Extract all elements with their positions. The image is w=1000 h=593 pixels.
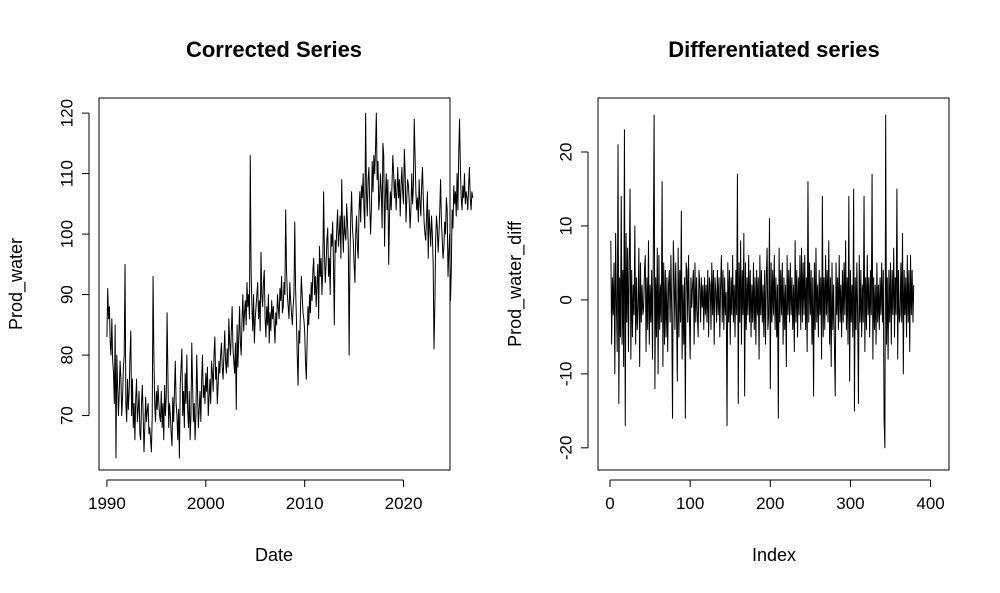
series-line: [106, 112, 474, 459]
x-tick-label: 0: [605, 494, 614, 513]
plot-frame: [597, 97, 950, 471]
y-tick-label: 70: [58, 406, 77, 425]
x-tick-label: 300: [836, 494, 864, 513]
x-tick-label: 200: [756, 494, 784, 513]
y-axis: 70 80 90 100 110 120: [58, 99, 90, 425]
x-tick-label: 2010: [286, 494, 324, 513]
x-tick-label: 2020: [385, 494, 423, 513]
y-tick-label: 100: [58, 220, 77, 248]
y-axis-label: Prod_water_diff: [505, 220, 526, 347]
y-tick-label: 80: [58, 346, 77, 365]
y-tick-label: 110: [58, 160, 77, 187]
x-axis-label: Date: [255, 545, 293, 565]
x-axis: 1990 2000 2010 2020: [88, 479, 423, 513]
chart-title: Corrected Series: [186, 37, 362, 62]
y-tick-label: 90: [58, 285, 77, 304]
x-axis-label: Index: [752, 545, 796, 565]
x-tick-label: 1990: [88, 494, 126, 513]
y-tick-label: -10: [557, 362, 576, 387]
y-tick-label: 10: [557, 216, 576, 235]
chart-differentiated-series: Differentiated series 0 100 200 300 400 -20-…: [505, 37, 950, 565]
chart-corrected-series: Corrected Series 1990 2000 2010 2020 70 80 90…: [6, 37, 474, 565]
y-axis-label: Prod_water: [6, 238, 27, 330]
y-axis: -20 -10 0 10 20: [557, 143, 589, 461]
x-axis: 0 100 200 300 400: [605, 479, 945, 513]
y-tick-label: 120: [58, 99, 77, 127]
y-tick-label: 20: [557, 143, 576, 162]
series-line: [610, 114, 915, 449]
y-tick-label: 0: [557, 295, 576, 304]
x-tick-label: 400: [916, 494, 944, 513]
y-tick-label: -20: [557, 436, 576, 461]
x-tick-label: 2000: [187, 494, 225, 513]
x-tick-label: 100: [676, 494, 704, 513]
chart-title: Differentiated series: [668, 37, 880, 62]
